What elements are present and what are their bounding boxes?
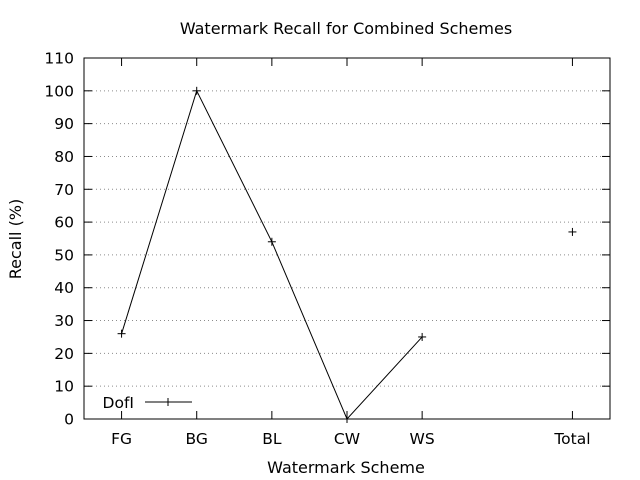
- x-tick-label: BL: [262, 430, 282, 448]
- data-point: [192, 86, 201, 95]
- y-tick-label: 50: [54, 246, 74, 264]
- y-tick-label: 70: [54, 181, 74, 199]
- legend-label: DofI: [103, 394, 134, 412]
- x-tick-label: CW: [334, 430, 360, 448]
- series-group: [117, 86, 577, 423]
- y-tick-label: 90: [54, 115, 74, 133]
- legend: DofI: [103, 394, 192, 412]
- y-tick-label: 40: [54, 279, 74, 297]
- plot-border: [83, 57, 611, 420]
- y-tick-label: 30: [54, 312, 74, 330]
- y-tick-label: 10: [54, 378, 74, 396]
- y-tick-label: 100: [44, 82, 74, 100]
- chart-title: Watermark Recall for Combined Schemes: [180, 19, 512, 38]
- y-tick-label: 110: [44, 50, 74, 68]
- x-tick-label: BG: [186, 430, 208, 448]
- x-tick-label: Total: [553, 430, 590, 448]
- x-tick-label: WS: [410, 430, 435, 448]
- data-point: [267, 237, 276, 246]
- y-tick-label: 0: [64, 411, 74, 429]
- y-tick-label: 80: [54, 148, 74, 166]
- data-point: [117, 329, 126, 338]
- data-point: [568, 227, 577, 236]
- series-line: [121, 89, 423, 420]
- y-tick-label: 60: [54, 214, 74, 232]
- x-axis: FG BG BL CW WS Total: [111, 58, 591, 448]
- x-tick-label: FG: [111, 430, 132, 448]
- grid: [84, 90, 610, 387]
- y-tick-label: 20: [54, 345, 74, 363]
- y-axis: 0 10 20 30 40 50 60 70 80 90 100 110: [44, 50, 610, 429]
- x-axis-label: Watermark Scheme: [267, 458, 425, 477]
- data-point: [418, 332, 427, 341]
- y-axis-label: Recall (%): [6, 199, 25, 280]
